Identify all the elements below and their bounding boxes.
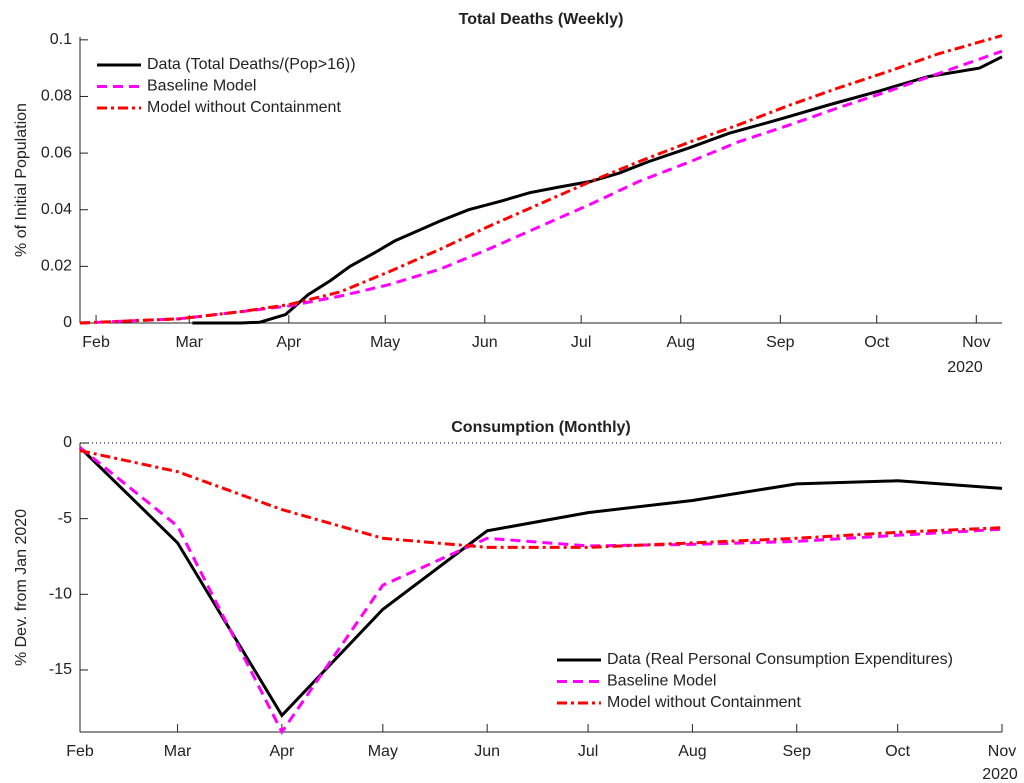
x-tick-label: Feb — [82, 334, 110, 351]
series-line — [79, 449, 1003, 549]
y-tick-label: 0 — [63, 434, 72, 451]
x-tick-label: Mar — [164, 743, 192, 760]
legend-label: Baseline Model — [147, 78, 256, 95]
x-tick-label: Jul — [571, 334, 591, 351]
x-tick-label: Sep — [783, 743, 812, 760]
x-tick-label: Jun — [474, 743, 500, 760]
y-tick-label: 0 — [63, 314, 72, 331]
y-tick-label: -10 — [49, 586, 72, 603]
x-tick-label: Sep — [766, 334, 795, 351]
x-tick-label: Apr — [276, 334, 302, 351]
y-tick-label: 0.04 — [41, 201, 72, 218]
chart-title: Total Deaths (Weekly) — [459, 11, 624, 28]
chart-title: Consumption (Monthly) — [451, 419, 631, 436]
y-tick-label: 0.08 — [41, 88, 72, 105]
y-tick-label: -15 — [49, 661, 72, 678]
x-tick-label: May — [370, 334, 400, 351]
x-tick-label: Jun — [472, 334, 498, 351]
y-tick-label: 0.1 — [50, 31, 72, 48]
legend-label: Data (Total Deaths/(Pop>16)) — [147, 56, 356, 73]
series-line — [79, 446, 1003, 735]
x-tick-label: Feb — [66, 743, 94, 760]
series-line — [79, 49, 1003, 325]
x-year-label: 2020 — [982, 766, 1018, 783]
x-tick-label: Oct — [885, 743, 910, 760]
y-tick-label: -5 — [58, 510, 72, 527]
x-tick-label: Oct — [864, 334, 889, 351]
legend-label: Data (Real Personal Consumption Expendit… — [607, 651, 953, 668]
legend-label: Baseline Model — [607, 673, 716, 690]
y-tick-label: 0.06 — [41, 144, 72, 161]
x-tick-label: Aug — [667, 334, 695, 351]
series-line — [192, 55, 1003, 325]
x-tick-label: Mar — [175, 334, 203, 351]
x-tick-label: Aug — [678, 743, 706, 760]
x-tick-label: Jul — [578, 743, 598, 760]
x-year-label: 2020 — [947, 359, 983, 376]
legend-label: Model without Containment — [607, 694, 801, 711]
x-tick-label: Nov — [988, 743, 1016, 760]
legend-label: Model without Containment — [147, 99, 341, 116]
y-axis-label: % Dev. from Jan 2020 — [13, 509, 30, 666]
x-tick-label: Nov — [962, 334, 990, 351]
x-tick-label: May — [368, 743, 398, 760]
series-line — [78, 446, 1003, 718]
y-axis-label: % of Initial Population — [13, 103, 30, 257]
x-tick-label: Apr — [269, 743, 295, 760]
series-line — [79, 34, 1003, 325]
y-tick-label: 0.02 — [41, 258, 72, 275]
